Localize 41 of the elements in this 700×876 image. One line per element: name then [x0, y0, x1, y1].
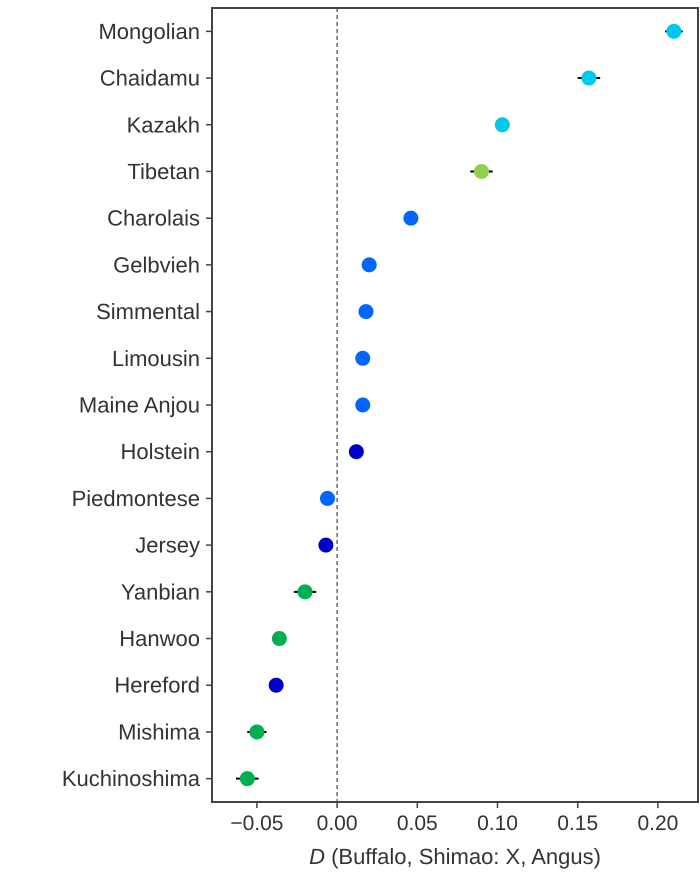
point	[268, 678, 284, 693]
x-tick-label: 0.05	[396, 812, 438, 835]
point	[318, 538, 334, 553]
y-tick-label: Tibetan	[127, 158, 200, 184]
point	[494, 117, 510, 132]
point	[474, 164, 489, 179]
x-tick-label: 0.15	[557, 812, 598, 835]
point	[666, 24, 682, 39]
y-tick-label: Mongolian	[98, 18, 200, 44]
x-tick-label: −0.05	[230, 812, 284, 835]
y-tick-label: Maine Anjou	[78, 392, 200, 418]
y-tick-label: Kuchinoshima	[62, 766, 201, 792]
point	[272, 631, 287, 646]
y-tick-label: Hanwoo	[119, 626, 200, 652]
y-tick-label: Simmental	[96, 299, 200, 324]
y-tick-label: Mishima	[118, 719, 201, 744]
point	[581, 70, 596, 86]
y-tick-label: Jersey	[135, 532, 200, 558]
point	[249, 724, 264, 740]
point	[355, 398, 370, 412]
y-tick-label: Yanbian	[120, 579, 200, 604]
x-tick-label: 0.10	[477, 812, 518, 835]
x-tick-label: 0.20	[637, 812, 678, 835]
point	[320, 490, 335, 506]
y-tick-label: Holstein	[120, 439, 200, 464]
x-tick-label: 0.00	[316, 812, 358, 835]
point	[362, 257, 377, 272]
y-tick-label: Chaidamu	[100, 66, 200, 91]
point	[298, 584, 313, 600]
y-tick-label: Limousin	[112, 346, 200, 371]
x-axis-title: D (Buffalo, Shimao: X, Angus)	[309, 844, 601, 869]
point	[348, 444, 364, 460]
y-tick-label: Hereford	[114, 672, 200, 698]
point	[240, 771, 255, 786]
y-tick-label: Gelbvieh	[113, 252, 200, 278]
point	[355, 350, 370, 366]
y-tick-label: Charolais	[107, 206, 200, 231]
y-tick-label: Piedmontese	[72, 486, 200, 511]
point	[403, 210, 418, 226]
point	[358, 304, 374, 320]
y-tick-label: Kazakh	[126, 112, 200, 138]
